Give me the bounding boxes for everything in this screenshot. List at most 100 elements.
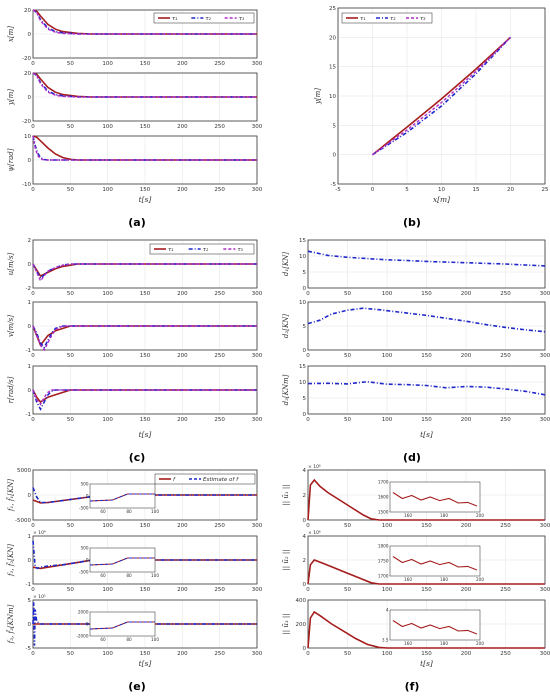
- b-ytick-label: 10: [329, 94, 336, 100]
- f-inset-xtick: 180: [440, 513, 448, 518]
- d-sub1-ytick-label: 10: [299, 254, 306, 260]
- e-sub3-xtick-label: 50: [67, 651, 74, 657]
- c-sub3-ytick-label: -1: [26, 412, 31, 418]
- f-sub3-xtick-label: 150: [421, 651, 432, 657]
- d-sub1-xtick-label: 200: [461, 291, 472, 297]
- panel-label-f: (f): [405, 680, 420, 693]
- f-sub2-ytick-label: 2: [303, 558, 307, 564]
- d-sub3-xtick-label: 50: [344, 417, 351, 423]
- e-sub1-xtick-label: 250: [214, 523, 225, 529]
- c-sub2-series-2: [32, 325, 257, 350]
- d-sub1-xtick-label: 150: [421, 291, 432, 297]
- e-sub2-xtick-label: 100: [102, 587, 113, 593]
- d-sub1-xtick-label: 50: [344, 291, 351, 297]
- b-ytick-label: 20: [329, 35, 336, 41]
- f-sub1-ylabel: || ũ₁ ||: [282, 484, 290, 505]
- e-inset-ytick: 0: [86, 558, 89, 563]
- c-sub3-xtick-label: 0: [31, 417, 35, 423]
- d-sub3-ylabel: d₃[KNm]: [282, 374, 290, 405]
- f-inset-ytick: 1750: [378, 559, 389, 564]
- d-sub3-xtick-label: 200: [461, 417, 472, 423]
- b-xtick-label: 10: [438, 187, 445, 193]
- e-sub1-ytick-label: -5000: [15, 518, 31, 524]
- d-sub3-xtick-label: 300: [540, 417, 550, 423]
- a-sub3-ytick-label: -10: [22, 182, 31, 188]
- f-sub2-xtick-label: 300: [540, 587, 550, 593]
- a-sub2-xtick-label: 50: [67, 124, 74, 130]
- a-sub2-ytick-label: 20: [24, 71, 31, 77]
- e-inset-ytick: -500: [79, 570, 89, 575]
- d-sub1-xtick-label: 0: [306, 291, 310, 297]
- a-sub2-xtick-label: 200: [177, 124, 188, 130]
- b-xtick-label: 25: [542, 187, 549, 193]
- a-sub3-xtick-label: 0: [31, 187, 35, 193]
- e-inset-ytick: 0: [86, 494, 89, 499]
- f-inset-xtick: 200: [476, 641, 484, 646]
- d-sub1-ytick-label: 15: [299, 238, 306, 244]
- a-sub3-ytick-label: 10: [24, 134, 31, 140]
- d-xlabel: t[s]: [420, 430, 433, 439]
- f-sub3-ylabel: || ũ₃ ||: [282, 613, 290, 634]
- f-sub3-xtick-label: 300: [540, 651, 550, 657]
- e-inset-xtick: 80: [126, 573, 132, 578]
- legend-tau2: τ₂: [205, 16, 211, 22]
- a-sub3-ylabel: ψ[rad]: [7, 148, 15, 171]
- f-inset-series: [392, 556, 478, 571]
- e-inset-ytick: -2000: [76, 634, 89, 639]
- e-sub3-ylabel: f₃, f̂₃[KNm]: [6, 604, 15, 644]
- f-sub3-ytick-label: 0: [303, 646, 307, 652]
- f-inset-xtick: 180: [440, 577, 448, 582]
- f-inset-xtick: 160: [404, 641, 412, 646]
- f-sub3-series-1: [307, 610, 545, 649]
- f-sub1-ytick-label: 0: [303, 518, 307, 524]
- a-sub2-xtick-label: 0: [31, 124, 35, 130]
- d-sub1-frame: [307, 239, 546, 289]
- f-sub2-inset: [389, 545, 481, 577]
- b-xtick-label: -5: [335, 187, 341, 193]
- b-series-3: [372, 36, 511, 156]
- a-sub2-xtick-label: 150: [140, 124, 151, 130]
- a-sub1-ytick-label: 20: [24, 8, 31, 14]
- d-sub2-xtick-label: 250: [500, 353, 511, 359]
- a-sub1-xtick-label: 250: [214, 61, 225, 67]
- e-inset-xtick: 100: [151, 573, 159, 578]
- legend-tau1: τ₁: [168, 247, 174, 253]
- a-sub2-xtick-label: 300: [252, 124, 263, 130]
- d-sub1-xtick-label: 100: [382, 291, 393, 297]
- d-sub1-ytick-label: 5: [303, 270, 307, 276]
- e-sub1-xtick-label: 100: [102, 523, 113, 529]
- c-sub3-xtick-label: 200: [177, 417, 188, 423]
- d-sub3-ytick-label: 5: [303, 396, 307, 402]
- legend-box: [153, 12, 255, 24]
- legend-box: [149, 243, 255, 255]
- d-sub3-xtick-label: 150: [421, 417, 432, 423]
- d-sub2-ytick-label: 5: [303, 324, 307, 330]
- c-sub1-xtick-label: 300: [252, 291, 263, 297]
- e-sub3-xtick-label: 300: [252, 651, 263, 657]
- b-ytick-label: 5: [333, 123, 337, 129]
- d-sub3-xtick-label: 0: [306, 417, 310, 423]
- c-sub3-series-3: [32, 389, 257, 406]
- c-sub2-xtick-label: 250: [214, 353, 225, 359]
- legend-tau3: τ₃: [237, 247, 243, 253]
- f-sub2-ytick-label: 4: [303, 534, 307, 540]
- e-sub2-ytick-label: 1: [28, 534, 32, 540]
- d-sub3-xtick-label: 250: [500, 417, 511, 423]
- e-sub3-xtick-label: 0: [31, 651, 35, 657]
- f-inset-ytick: 1700: [378, 574, 389, 579]
- c-sub1-xtick-label: 50: [67, 291, 74, 297]
- f-sub2-ytick-label: 0: [303, 582, 307, 588]
- f-sub1-series-1: [307, 478, 545, 521]
- c-sub2-xtick-label: 200: [177, 353, 188, 359]
- d-sub2-xtick-label: 100: [382, 353, 393, 359]
- f-sub3-ytick-label: 200: [296, 622, 307, 628]
- e-sub2-ylabel: f₂, f̂₂[KN]: [6, 544, 15, 577]
- b-ytick-label: 15: [329, 65, 336, 71]
- f-sub2-xtick-label: 100: [382, 587, 393, 593]
- panel-label-b: (b): [403, 216, 421, 229]
- b-series-2: [372, 36, 512, 156]
- a-sub3-xtick-label: 250: [214, 187, 225, 193]
- d-sub3-ytick-label: 15: [299, 364, 306, 370]
